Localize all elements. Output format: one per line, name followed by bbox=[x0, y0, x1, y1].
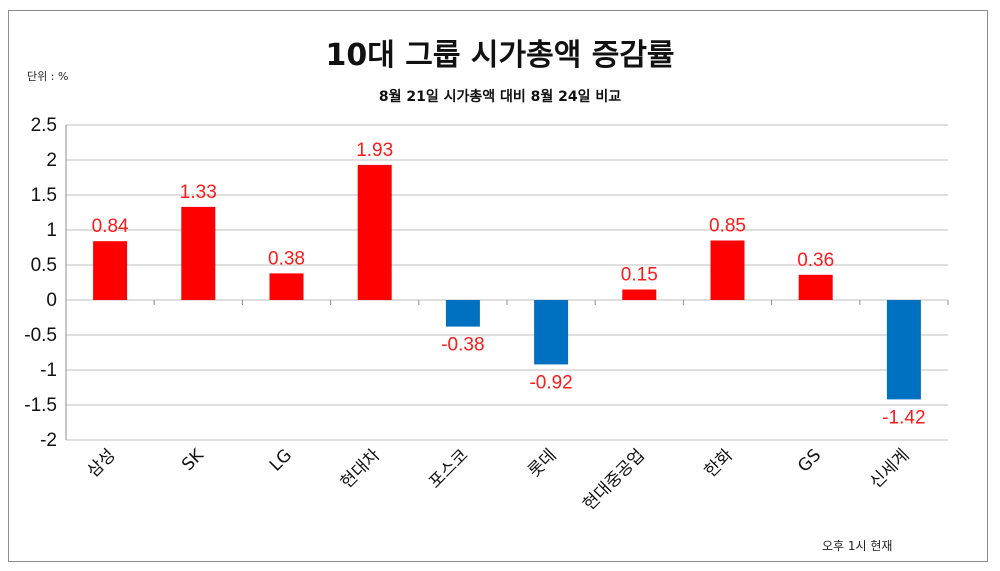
bar bbox=[357, 164, 392, 300]
y-tick-label: -1.5 bbox=[24, 395, 57, 416]
data-label: -1.42 bbox=[882, 407, 925, 428]
bar bbox=[181, 206, 216, 300]
bar bbox=[445, 300, 480, 327]
data-label: -0.38 bbox=[441, 335, 484, 356]
y-tick-label: -1 bbox=[40, 360, 57, 381]
category-label: 신세계 bbox=[866, 445, 913, 492]
category-label: LG bbox=[266, 445, 296, 475]
data-label: 0.36 bbox=[797, 250, 834, 271]
category-label: 한화 bbox=[701, 445, 738, 482]
data-label: 0.85 bbox=[709, 216, 746, 237]
category-label: GS bbox=[794, 445, 825, 476]
category-label: 현대차 bbox=[337, 445, 385, 493]
time-footnote: 오후 1시 현재 bbox=[822, 539, 893, 553]
y-tick-label: 0 bbox=[46, 290, 57, 311]
category-label: 롯데 bbox=[524, 445, 560, 481]
data-label: 0.38 bbox=[268, 248, 305, 269]
y-tick-label: -0.5 bbox=[24, 325, 57, 346]
y-tick-label: 2.5 bbox=[31, 115, 57, 136]
data-label: 1.93 bbox=[356, 140, 393, 161]
y-tick-label: 1 bbox=[46, 220, 57, 241]
category-label: 포스코 bbox=[425, 445, 472, 492]
bar bbox=[93, 241, 128, 300]
y-tick-label: 2 bbox=[46, 150, 57, 171]
bar bbox=[798, 274, 833, 300]
bar bbox=[534, 300, 569, 365]
category-label: 삼성 bbox=[83, 445, 119, 481]
chart-subtitle: 8월 21일 시가총액 대비 8월 24일 비교 bbox=[378, 89, 622, 105]
chart-title: 10대 그룹 시가총액 증감률 bbox=[325, 38, 675, 73]
data-label: -0.92 bbox=[529, 372, 572, 393]
y-tick-label: 0.5 bbox=[31, 255, 57, 276]
data-label: 1.33 bbox=[180, 182, 217, 203]
category-label: 현대중공업 bbox=[579, 445, 648, 514]
bar bbox=[886, 300, 921, 400]
data-label: 0.84 bbox=[92, 216, 129, 237]
unit-label: 단위 : % bbox=[27, 70, 69, 83]
bar bbox=[622, 289, 657, 300]
y-tick-label: -2 bbox=[40, 430, 57, 451]
category-label: SK bbox=[178, 445, 208, 475]
y-tick-label: 1.5 bbox=[31, 185, 57, 206]
data-label: 0.15 bbox=[621, 265, 658, 286]
bar bbox=[710, 240, 745, 300]
bar bbox=[269, 273, 304, 300]
